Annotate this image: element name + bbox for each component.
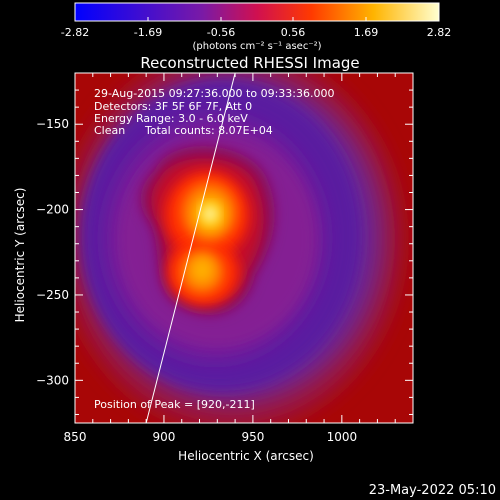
plot-frame: [74, 72, 414, 424]
plot-date: 23-May-2022 05:10: [369, 483, 496, 498]
annotation-energy-range: Energy Range: 3.0 - 6.0 keV: [94, 112, 248, 125]
colorbar-units: (photons cm⁻² s⁻¹ asec⁻²): [192, 41, 321, 52]
y-tick-label: −250: [36, 288, 69, 302]
y-tick-label: −300: [36, 373, 69, 387]
colorbar-tick-label: 1.69: [354, 26, 379, 39]
annotation-detectors: Detectors: 3F 5F 6F 7F, Att 0: [94, 100, 252, 113]
colorbar-tick-label: 2.82: [427, 26, 452, 39]
x-axis-label: Heliocentric X (arcsec): [178, 449, 314, 463]
colorbar-tick-label: -0.56: [207, 26, 235, 39]
x-tick-label: 900: [152, 430, 175, 444]
x-tick-label: 1000: [327, 430, 358, 444]
annotation-total-counts: Total counts: 8.07E+04: [144, 124, 273, 137]
x-tick-label: 850: [64, 430, 87, 444]
axis-ticks: [74, 72, 414, 423]
x-tick-label: 950: [241, 430, 264, 444]
annotation-peak-position: Position of Peak = [920,-211]: [94, 398, 255, 411]
chart-title: Reconstructed RHESSI Image: [140, 54, 359, 72]
colorbar-tick-label: 0.56: [281, 26, 306, 39]
solar-limb-line: [145, 73, 236, 423]
colorbar-tick-label: -2.82: [61, 26, 89, 39]
annotation-algorithm: Clean: [94, 124, 125, 137]
y-axis-label: Heliocentric Y (arcsec): [13, 188, 27, 323]
heatmap-image: [75, 73, 413, 423]
colorbar-ticks: [74, 17, 440, 21]
colorbar: [74, 2, 440, 22]
annotation-time-range: 29-Aug-2015 09:27:36.000 to 09:33:36.000: [94, 87, 335, 100]
y-tick-label: −150: [36, 117, 69, 131]
colorbar-tick-label: -1.69: [134, 26, 162, 39]
y-tick-label: −200: [36, 203, 69, 217]
